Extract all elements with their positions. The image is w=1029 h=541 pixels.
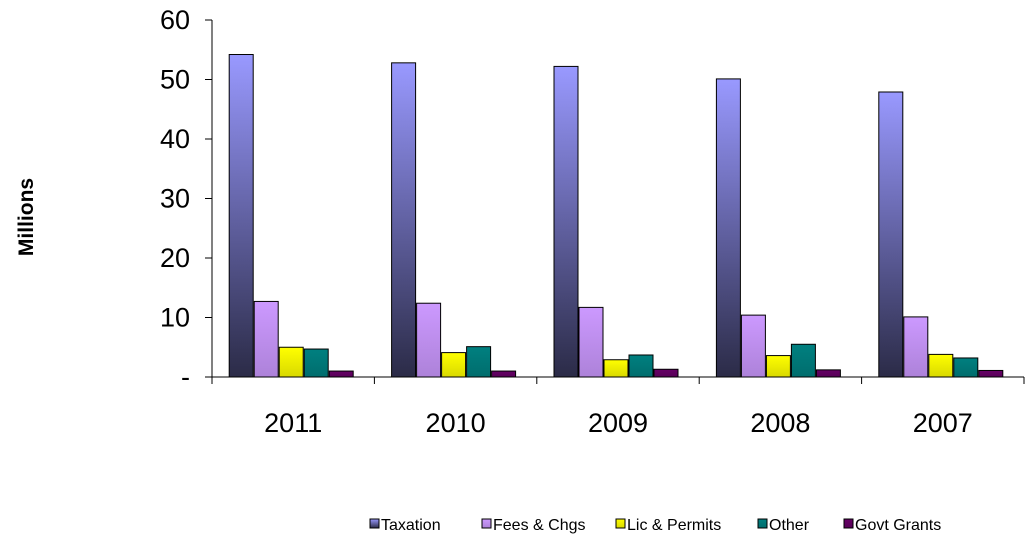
y-tick-label: 50 bbox=[160, 65, 190, 95]
legend-item-other: Other bbox=[757, 517, 810, 534]
bar-taxation-2011 bbox=[228, 54, 254, 378]
y-tick-label: 60 bbox=[160, 5, 190, 35]
legend: Taxation Fees & Chgs Lic & Permits Other Gov… bbox=[369, 517, 941, 534]
bar-taxation-2007 bbox=[878, 91, 904, 378]
x-tick-label: 2007 bbox=[913, 408, 973, 438]
x-tick-label: 2008 bbox=[750, 408, 810, 438]
bar-govt-grants-2008 bbox=[815, 369, 841, 378]
x-tick-label: 2011 bbox=[264, 408, 322, 438]
bar-govt-grants-2007 bbox=[978, 369, 1004, 378]
bar-fees-chgs-2009 bbox=[578, 306, 604, 378]
bar-govt-grants-2009 bbox=[653, 368, 679, 378]
y-tick-label: 10 bbox=[160, 303, 190, 333]
bar-fees-chgs-2010 bbox=[416, 302, 442, 378]
y-ticks: - 10 20 30 40 50 60 bbox=[160, 5, 212, 392]
legend-item-fees-chgs: Fees & Chgs bbox=[481, 517, 585, 534]
legend-label: Fees & Chgs bbox=[493, 517, 585, 534]
y-tick-label: 30 bbox=[160, 184, 190, 214]
y-tick-label: 40 bbox=[160, 124, 190, 154]
legend-label: Lic & Permits bbox=[627, 517, 721, 534]
legend-label: Other bbox=[769, 517, 810, 534]
bars bbox=[228, 54, 1004, 378]
bar-other-2009 bbox=[628, 354, 654, 378]
bar-other-2007 bbox=[953, 357, 979, 378]
x-tick-label: 2009 bbox=[588, 408, 648, 438]
y-tick-label: 20 bbox=[160, 243, 190, 273]
bar-govt-grants-2011 bbox=[328, 370, 354, 378]
bar-govt-grants-2010 bbox=[491, 370, 517, 378]
bar-lic-permits-2008 bbox=[765, 355, 791, 378]
y-axis-label: Millions bbox=[15, 178, 38, 256]
bar-lic-permits-2007 bbox=[928, 353, 954, 378]
bar-taxation-2010 bbox=[391, 62, 417, 378]
y-axis-label-group: Millions bbox=[15, 178, 38, 256]
legend-swatch bbox=[843, 518, 854, 529]
bar-other-2010 bbox=[466, 346, 492, 378]
legend-item-govt-grants: Govt Grants bbox=[843, 517, 941, 534]
bar-other-2008 bbox=[790, 343, 816, 378]
legend-swatch bbox=[481, 518, 492, 529]
legend-label: Govt Grants bbox=[855, 517, 941, 534]
bar-taxation-2009 bbox=[553, 65, 579, 378]
legend-swatch bbox=[615, 518, 626, 529]
legend-swatch bbox=[369, 518, 380, 529]
legend-item-taxation: Taxation bbox=[369, 517, 441, 534]
bar-lic-permits-2009 bbox=[603, 359, 629, 378]
bar-taxation-2008 bbox=[715, 78, 741, 378]
bar-lic-permits-2011 bbox=[278, 346, 304, 378]
x-tick-label: 2010 bbox=[426, 408, 486, 438]
bar-fees-chgs-2007 bbox=[903, 316, 929, 378]
bar-lic-permits-2010 bbox=[441, 352, 467, 378]
y-tick-label: - bbox=[181, 362, 190, 392]
bar-other-2011 bbox=[303, 348, 329, 378]
x-ticks: 2011 2010 2009 2008 2007 bbox=[211, 377, 1025, 438]
legend-swatch bbox=[757, 518, 768, 529]
legend-label: Taxation bbox=[381, 517, 441, 534]
bar-fees-chgs-2008 bbox=[740, 314, 766, 378]
bar-fees-chgs-2011 bbox=[253, 300, 279, 378]
legend-item-lic-permits: Lic & Permits bbox=[615, 517, 721, 534]
